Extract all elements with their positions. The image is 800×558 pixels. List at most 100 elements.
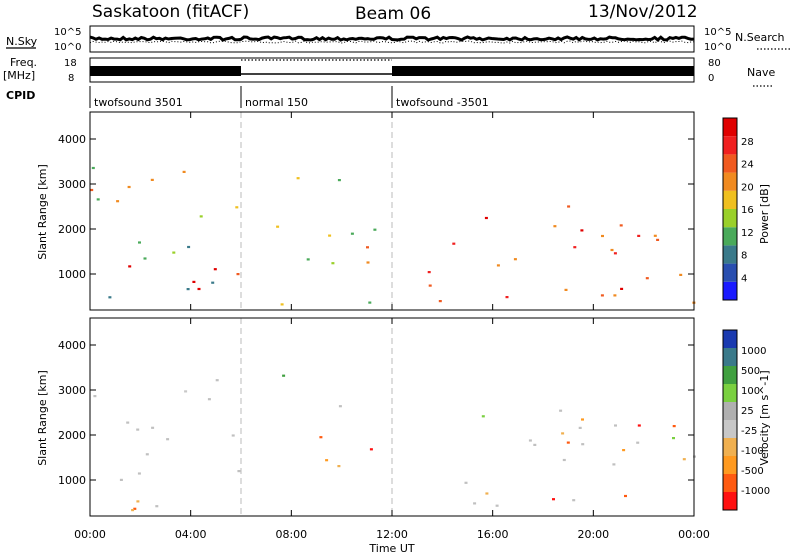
power-colorbar-swatch — [723, 154, 737, 173]
power-scatter-cell — [484, 216, 488, 220]
velocity-scatter-cell — [137, 472, 141, 475]
power-colorbar-tick-label: 4 — [741, 273, 747, 284]
x-tick-label: 20:00 — [577, 528, 609, 541]
power-scatter-cell — [505, 296, 509, 299]
power-scatter-cell — [213, 268, 217, 271]
y-tick-label: 4000 — [58, 133, 86, 146]
power-colorbar-swatch — [723, 227, 737, 246]
velocity-scatter-cell — [126, 421, 130, 424]
power-scatter-cell — [645, 277, 649, 280]
power-scatter-cell — [452, 242, 456, 245]
velocity-scatter-cell — [325, 459, 329, 462]
power-scatter-cell — [128, 265, 132, 268]
velocity-scatter-cell — [231, 434, 235, 437]
nsky-trace — [89, 35, 695, 42]
power-scatter-cell — [127, 185, 131, 189]
velocity-scatter-cell — [136, 428, 140, 431]
y-tick-label: 1000 — [58, 268, 86, 281]
power-scatter-cell — [656, 238, 660, 241]
power-scatter-cell — [637, 234, 641, 237]
freq-label-bottom: [MHz] — [3, 69, 35, 82]
velocity-scatter-cell — [481, 415, 485, 418]
power-colorbar-tick-label: 28 — [741, 137, 754, 148]
power-scatter-cell — [564, 288, 568, 291]
power-scatter-cell — [567, 205, 571, 208]
power-scatter-cell — [513, 258, 517, 261]
power-scatter-cell — [328, 234, 332, 237]
power-colorbar-label: Power [dB] — [758, 184, 771, 244]
y-tick-label: 1000 — [58, 474, 86, 487]
velocity-scatter-cell — [559, 409, 563, 412]
nave-label: Nave — [747, 66, 775, 79]
power-scatter-cell — [108, 296, 112, 299]
velocity-scatter-cell — [495, 504, 499, 507]
velocity-scatter-cell — [485, 492, 489, 495]
velocity-scatter-cell — [562, 458, 566, 462]
y-tick-label: 2000 — [58, 429, 86, 442]
power-scatter-cell — [276, 225, 280, 228]
noise-strip-frame — [89, 25, 695, 53]
power-scatter-cell — [496, 264, 500, 267]
power-scatter-cell — [601, 234, 604, 238]
power-ylabel: Slant Range [km] — [36, 164, 49, 260]
y-tick-label: 2000 — [58, 223, 86, 236]
power-scatter-cell — [236, 273, 240, 276]
x-tick-label: 04:00 — [175, 528, 207, 541]
velocity-scatter-cell — [119, 478, 123, 481]
power-scatter-cell — [296, 177, 300, 180]
velocity-scatter-cell — [133, 507, 137, 510]
power-colorbar-tick-label: 8 — [741, 251, 747, 262]
velocity-colorbar-swatch — [723, 474, 737, 492]
power-scatter-cell — [172, 251, 176, 254]
power-scatter-cell — [438, 300, 442, 303]
noise-right-top-tick: 10^5 — [704, 27, 731, 38]
freq-label-top: Freq. — [10, 56, 37, 69]
velocity-scatter-cell — [184, 390, 188, 393]
nave-top-tick: 80 — [708, 58, 721, 69]
velocity-panel: 1000 2000 3000 4000 — [58, 318, 696, 516]
y-tick-label: 3000 — [58, 384, 86, 397]
power-colorbar-swatch — [723, 245, 737, 264]
nave-bottom-tick: 0 — [708, 73, 714, 84]
velocity-colorbar-label: Velocity [m s^-1] — [758, 370, 771, 465]
power-scatter-cell — [368, 301, 372, 304]
power-scatter-cell — [150, 178, 154, 181]
power-scatter-cell — [600, 294, 604, 297]
freq-bar-segment — [90, 66, 241, 76]
power-scatter-cell — [573, 246, 577, 249]
noise-left-bottom-tick: 10^0 — [54, 42, 81, 53]
power-scatter-cell — [580, 229, 584, 232]
power-colorbar-tick-label: 20 — [741, 182, 754, 193]
power-scatter-cell — [613, 252, 617, 255]
power-scatter-cell — [199, 215, 203, 218]
velocity-scatter-cell — [151, 426, 155, 429]
power-scatter-cell — [428, 284, 432, 287]
power-scatter-cell — [280, 303, 284, 306]
velocity-colorbar-swatch — [723, 492, 737, 510]
nsearch-label: N.Search — [735, 31, 785, 44]
velocity-scatter-cell — [166, 438, 170, 441]
velocity-colorbar-swatch — [723, 366, 737, 384]
velocity-scatter-cell — [636, 441, 640, 444]
x-tick-label: 08:00 — [275, 528, 307, 541]
power-scatter-cell — [373, 228, 377, 231]
velocity-scatter-cell — [207, 398, 211, 401]
beam-title: Beam 06 — [355, 4, 431, 24]
velocity-scatter-cell — [624, 494, 627, 498]
power-scatter-cell — [653, 234, 657, 237]
velocity-colorbar-swatch — [723, 384, 737, 402]
velocity-scatter-cell — [622, 449, 626, 452]
nsearch-trace — [89, 40, 695, 44]
velocity-scatter-cell — [572, 499, 576, 502]
power-scatter-cell — [331, 262, 335, 265]
power-colorbar-tick-label: 12 — [741, 228, 754, 239]
power-scatter-cell — [679, 273, 683, 276]
freq-bar-segment — [392, 66, 694, 76]
power-scatter-cell — [619, 224, 623, 227]
velocity-colorbar-swatch — [723, 330, 737, 348]
nsky-label: N.Sky — [6, 35, 38, 48]
velocity-scatter-cell — [581, 443, 585, 446]
power-scatter-cell — [610, 248, 614, 252]
velocity-colorbar-tick-label: 25 — [741, 406, 754, 417]
velocity-colorbar-swatch — [723, 456, 737, 474]
